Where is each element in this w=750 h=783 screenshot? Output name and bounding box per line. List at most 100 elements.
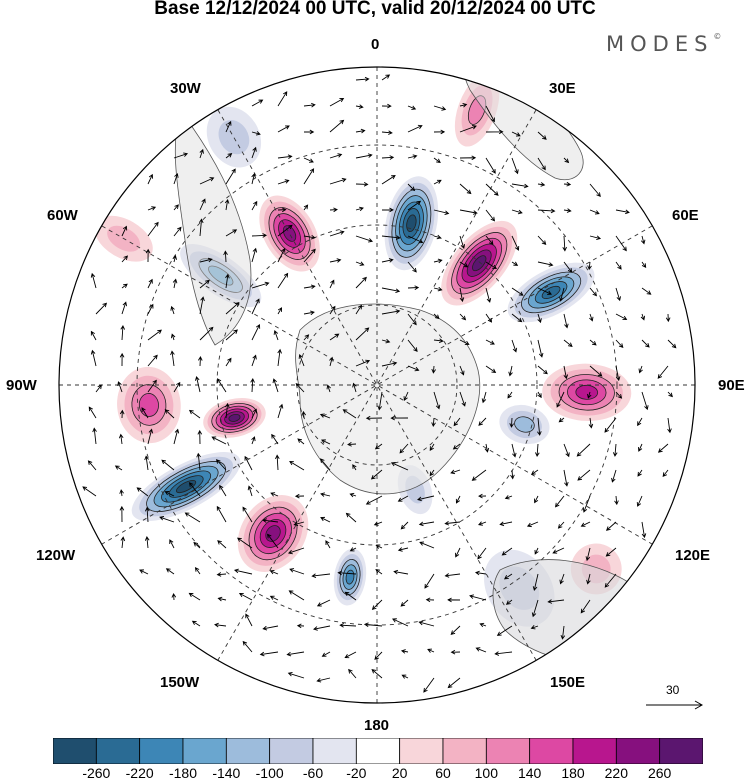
- colorbar-tick-label: 220: [604, 765, 628, 781]
- wind-vector: [170, 305, 175, 315]
- wind-vector: [224, 402, 230, 419]
- wind-vector: [161, 459, 175, 471]
- wind-vector: [433, 129, 446, 135]
- colorbar-tick-label: 60: [435, 765, 451, 781]
- wind-vector: [297, 438, 305, 445]
- colorbar-tick-label: -100: [255, 765, 284, 781]
- wind-vector: [355, 153, 373, 159]
- wind-vectors: [82, 74, 677, 693]
- wind-vector: [615, 391, 623, 399]
- wind-vector: [141, 407, 149, 419]
- wind-vector: [242, 506, 253, 523]
- wind-vector: [585, 547, 591, 562]
- wind-vector: [375, 544, 383, 549]
- wind-vector: [563, 339, 573, 348]
- wind-vector: [407, 124, 423, 133]
- wind-vector: [355, 276, 367, 289]
- colorbar-tick-label: -220: [125, 765, 154, 781]
- wind-vector: [537, 157, 546, 171]
- wind-vector: [537, 287, 552, 295]
- wind-vector: [407, 261, 417, 273]
- wind-vector: [303, 310, 315, 316]
- wind-vector: [494, 651, 513, 656]
- anomaly-contour: [406, 214, 417, 233]
- wind-vector: [455, 495, 461, 504]
- wind-vector: [277, 224, 293, 237]
- wind-vector: [532, 573, 539, 591]
- wind-vector: [407, 154, 418, 159]
- wind-vector: [662, 469, 669, 478]
- wind-vector: [251, 298, 260, 315]
- wind-vector: [403, 391, 409, 402]
- wind-vector: [604, 573, 617, 588]
- wind-vector: [478, 521, 487, 526]
- colorbar: [53, 738, 703, 764]
- wind-vector: [355, 206, 364, 212]
- wind-vector: [474, 570, 487, 576]
- wind-vector: [511, 443, 517, 458]
- wind-vector: [557, 521, 565, 529]
- wind-vector: [537, 417, 542, 436]
- wind-vector: [589, 313, 594, 322]
- wind-vector: [433, 391, 441, 410]
- wind-vector: [173, 381, 181, 393]
- wind-vector: [236, 537, 253, 549]
- wind-vector: [303, 334, 310, 341]
- lon-label-60e: 60E: [672, 207, 699, 224]
- wind-vector: [381, 74, 391, 81]
- wind-vector: [576, 443, 591, 457]
- wind-vector: [459, 183, 472, 195]
- wind-vector: [267, 533, 279, 549]
- wind-vector: [217, 540, 227, 549]
- lon-label-150e: 150E: [550, 674, 586, 691]
- wind-vector: [563, 443, 570, 458]
- wind-vector: [339, 623, 357, 628]
- wind-vector: [640, 235, 646, 245]
- wind-vector: [559, 287, 565, 302]
- wind-vector: [242, 640, 253, 653]
- anomaly-contour: [472, 255, 487, 272]
- wind-vector: [407, 339, 418, 353]
- wind-vector: [277, 348, 282, 367]
- wind-vector: [329, 305, 336, 315]
- wind-vector: [537, 208, 556, 214]
- wind-vector: [250, 378, 255, 393]
- wind-vector: [147, 428, 154, 445]
- wind-vector: [118, 433, 124, 445]
- wind-vector: [173, 226, 182, 237]
- wind-vector: [429, 443, 435, 452]
- logo-text: MODES: [606, 32, 714, 56]
- colorbar-tick-label: -60: [302, 765, 324, 781]
- wind-vector: [433, 286, 443, 292]
- wind-vector: [485, 105, 495, 123]
- wind-vector: [225, 120, 232, 133]
- wind-vector: [511, 287, 524, 296]
- wind-vector: [245, 613, 253, 627]
- wind-vector: [365, 415, 383, 421]
- wind-vector: [216, 572, 227, 577]
- wind-vector: [147, 173, 154, 185]
- wind-vector: [119, 352, 125, 367]
- wind-vector: [287, 547, 305, 555]
- wind-vector: [614, 495, 619, 506]
- wind-vector: [485, 157, 496, 174]
- wind-vector: [275, 454, 280, 471]
- wind-vector: [501, 547, 513, 556]
- wind-vector: [329, 119, 345, 133]
- wind-vector: [433, 209, 450, 215]
- wind-vector: [198, 218, 204, 237]
- wind-vector: [615, 339, 624, 348]
- wind-vector: [197, 429, 203, 445]
- modes-logo: MODES©: [606, 32, 722, 56]
- wind-vector: [559, 573, 565, 585]
- wind-vector: [459, 261, 469, 268]
- anomaly-contour: [228, 413, 241, 422]
- wind-vector: [485, 313, 493, 323]
- wind-vector: [172, 255, 177, 263]
- wind-vector: [381, 103, 392, 109]
- wind-vector: [144, 506, 150, 523]
- colorbar-swatch: [529, 738, 574, 764]
- wind-vector: [427, 648, 435, 653]
- wind-vector: [199, 148, 204, 159]
- wind-vector: [537, 235, 547, 246]
